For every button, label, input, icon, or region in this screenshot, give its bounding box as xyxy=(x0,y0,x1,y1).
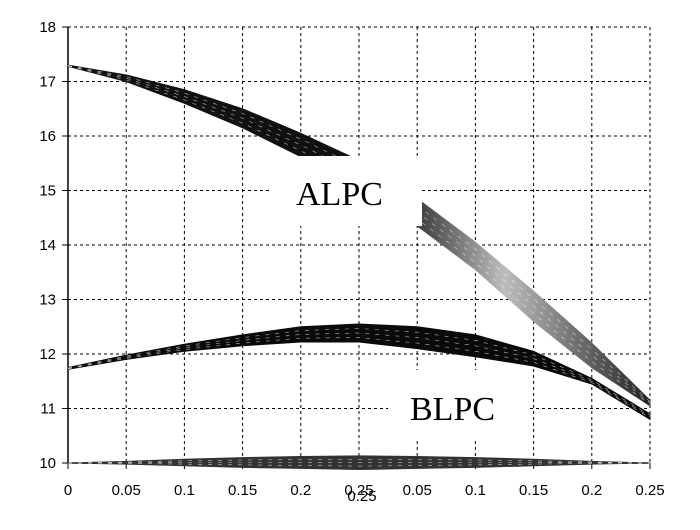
x-tick-label: 0.1 xyxy=(465,482,486,499)
series-alpc-band xyxy=(67,64,651,407)
series-mesh-line xyxy=(67,65,651,405)
x-tick-label: 0.25 xyxy=(635,482,664,499)
x-tick-label: 0.05 xyxy=(112,482,141,499)
x-tick-label: 0.15 xyxy=(228,482,257,499)
tick-layer: 10 11 12 13 14 15 16 17 18 0 0.05 0.1 0.15 0.2 0.25 0.0… xyxy=(39,19,664,505)
blpc-label-background xyxy=(388,370,528,440)
x-tick-label: 0.2 xyxy=(290,482,311,499)
series-mesh-line xyxy=(67,332,651,417)
x-tick-label: 0 xyxy=(64,482,72,499)
series-mesh-line xyxy=(67,328,651,416)
annotation-blpc: BLPC xyxy=(410,391,495,428)
y-tick-label: 18 xyxy=(39,19,56,36)
y-tick-label: 13 xyxy=(39,292,56,309)
series-mesh-line xyxy=(67,337,651,419)
y-tick-label: 12 xyxy=(39,346,56,363)
y-tick-label: 10 xyxy=(39,455,56,472)
series-mesh-line xyxy=(67,458,651,464)
x-tick-label: 0.2 xyxy=(581,482,602,499)
x-tick-label: 0.1 xyxy=(174,482,195,499)
x-tick-label: 0.25 xyxy=(344,482,373,499)
y-tick-label: 16 xyxy=(39,128,56,145)
x-tick-label: 0.05 xyxy=(403,482,432,499)
y-tick-label: 17 xyxy=(39,74,56,91)
y-tick-label: 11 xyxy=(40,401,56,418)
y-tick-label: 15 xyxy=(39,183,56,200)
series-mesh-line xyxy=(67,462,651,467)
series-layer xyxy=(67,64,651,471)
x-tick-label-overlap: 0.25 xyxy=(347,488,376,505)
annotation-alpc: ALPC xyxy=(296,176,383,213)
x-tick-label: 0.15 xyxy=(519,482,548,499)
y-tick-label: 14 xyxy=(39,237,56,254)
alpc-label-background xyxy=(272,156,422,226)
series-mesh-line xyxy=(67,462,651,464)
label-layer: ALPC BLPC xyxy=(272,156,528,440)
